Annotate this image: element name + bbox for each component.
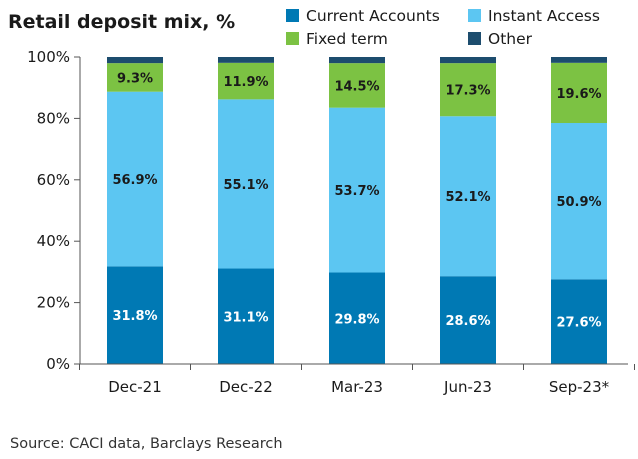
data-label: 31.8% [112, 309, 157, 324]
bar-segment-other [440, 57, 496, 64]
legend-swatch [468, 32, 481, 45]
legend-label: Current Accounts [306, 7, 440, 25]
bar-segment-other [218, 57, 274, 63]
data-label: 29.8% [334, 312, 379, 327]
bar-segment-fixed-term [440, 63, 496, 117]
x-tick-label: Jun-23 [443, 378, 492, 396]
bar-group-jun23: 28.6% 52.1% 17.3% [440, 57, 496, 364]
legend-swatch [286, 32, 299, 45]
legend-swatch [286, 9, 299, 22]
x-tick-label: Dec-21 [108, 378, 162, 396]
x-axis: Dec-21 Dec-22 Mar-23 Jun-23 Sep-23* [79, 363, 635, 396]
bar-group-mar23: 29.8% 53.7% 14.5% [329, 57, 385, 364]
data-label: 28.6% [445, 314, 490, 329]
bar-group-dec21: 31.8% 56.9% 9.3% [107, 57, 163, 364]
bar-segment-current-accounts [107, 266, 163, 364]
y-tick-label: 20% [37, 294, 70, 312]
y-axis: 0% 20% 40% 60% 80% 100% [27, 48, 81, 373]
bar-segment-other [329, 57, 385, 64]
bar-group-dec22: 31.1% 55.1% 11.9% [218, 57, 274, 364]
x-tick-label: Mar-23 [331, 378, 383, 396]
data-label: 55.1% [223, 178, 268, 193]
bar-segment-current-accounts [218, 268, 274, 364]
data-label: 52.1% [445, 190, 490, 205]
data-label: 31.1% [223, 310, 268, 325]
data-label: 50.9% [556, 195, 601, 210]
legend-item-other: Other [468, 30, 533, 48]
bar-segment-current-accounts [440, 276, 496, 364]
y-tick-label: 60% [37, 171, 70, 189]
data-label: 14.5% [334, 79, 379, 94]
legend-label: Other [488, 30, 533, 48]
bar-segment-instant-access [329, 107, 385, 273]
data-label: 27.6% [556, 316, 601, 331]
bar-segment-fixed-term [329, 63, 385, 108]
bar-segment-current-accounts [551, 279, 607, 364]
bar-segment-instant-access [107, 91, 163, 267]
data-label: 56.9% [112, 173, 157, 188]
legend-label: Fixed term [306, 30, 388, 48]
data-label: 17.3% [445, 84, 490, 99]
legend-swatch [468, 9, 481, 22]
data-label: 19.6% [556, 87, 601, 102]
legend-label: Instant Access [488, 7, 600, 25]
chart-title: Retail deposit mix, % [8, 11, 235, 33]
bar-segment-current-accounts [329, 272, 385, 364]
data-label: 11.9% [223, 75, 268, 90]
bar-segment-instant-access [218, 99, 274, 269]
bars: 31.8% 56.9% 9.3% 31.1% 55.1% 11.9% 29.8% 53.7% 1… [107, 57, 607, 364]
bar-segment-other [551, 57, 607, 63]
y-tick-label: 100% [27, 48, 70, 66]
bar-segment-fixed-term [551, 62, 607, 124]
bar-segment-other [107, 57, 163, 64]
y-tick-label: 40% [37, 232, 70, 250]
legend: Current Accounts Instant Access Fixed term… [286, 7, 600, 48]
x-tick-label: Sep-23* [549, 378, 610, 396]
bar-segment-fixed-term [107, 63, 163, 92]
bar-segment-fixed-term [218, 62, 274, 100]
data-label: 53.7% [334, 184, 379, 199]
legend-item-current-accounts: Current Accounts [286, 7, 440, 25]
y-tick-label: 0% [46, 355, 70, 373]
source-note: Source: CACI data, Barclays Research [10, 436, 283, 452]
y-tick-label: 80% [37, 109, 70, 127]
legend-item-instant-access: Instant Access [468, 7, 600, 25]
bar-segment-instant-access [551, 123, 607, 280]
legend-item-fixed-term: Fixed term [286, 30, 388, 48]
data-label: 9.3% [117, 71, 153, 86]
x-tick-label: Dec-22 [219, 378, 273, 396]
bar-segment-instant-access [440, 116, 496, 277]
bar-group-sep23: 27.6% 50.9% 19.6% [551, 57, 607, 364]
